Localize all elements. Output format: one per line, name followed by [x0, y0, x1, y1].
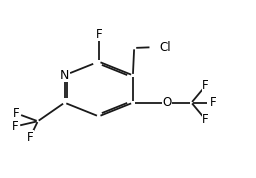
Text: F: F	[95, 28, 102, 41]
Text: N: N	[60, 69, 69, 82]
Text: Cl: Cl	[160, 41, 171, 54]
Text: F: F	[202, 79, 209, 92]
Text: F: F	[202, 113, 209, 126]
Text: F: F	[12, 120, 18, 133]
Text: F: F	[27, 131, 34, 144]
Text: O: O	[163, 96, 172, 109]
Text: F: F	[210, 96, 216, 109]
Text: F: F	[13, 107, 19, 120]
